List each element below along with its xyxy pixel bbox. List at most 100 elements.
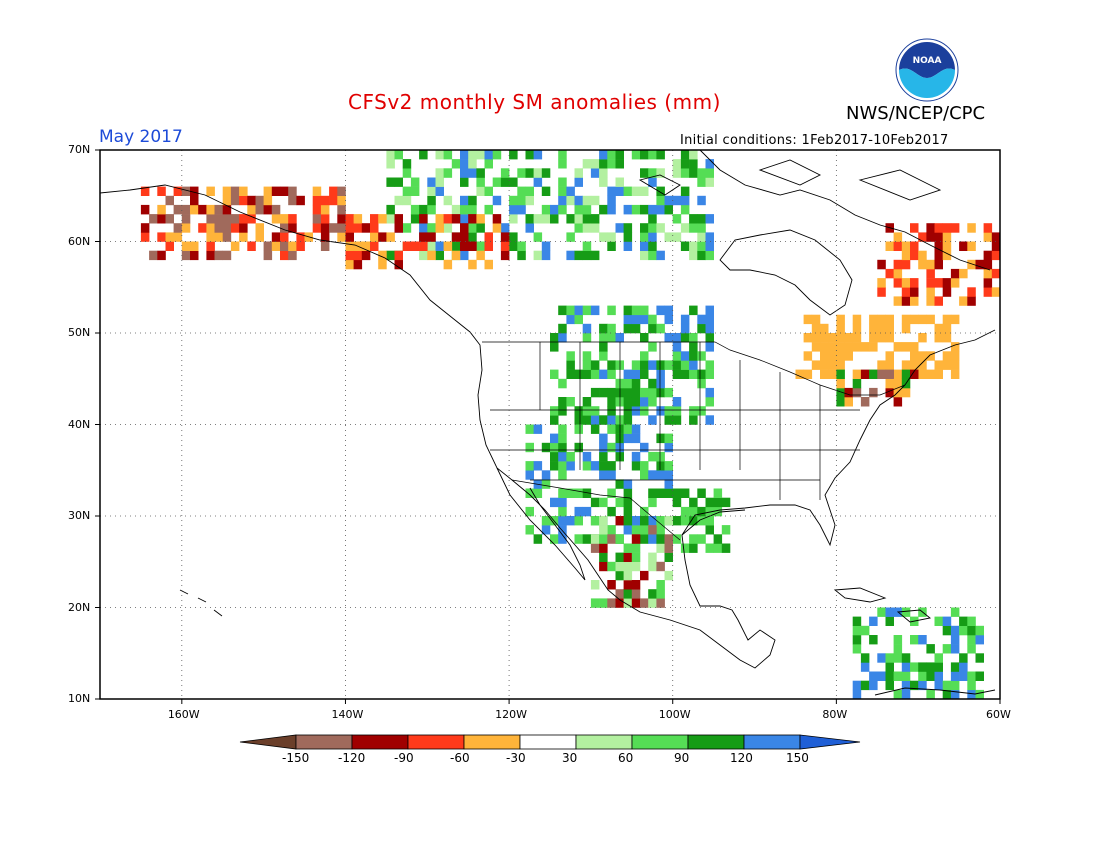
anomaly-cell — [607, 470, 616, 480]
anomaly-cell — [378, 259, 387, 270]
anomaly-cell — [901, 323, 911, 334]
us-canada-border — [482, 341, 906, 396]
anomaly-cell — [983, 232, 993, 242]
anomaly-cell — [697, 323, 706, 334]
anomaly-cell — [599, 552, 608, 562]
anomaly-cell — [926, 296, 935, 306]
anomaly-cell — [975, 259, 984, 270]
colorbar-label: -150 — [282, 751, 310, 765]
anomaly-cell — [640, 305, 649, 316]
anomaly-cell — [337, 186, 346, 196]
anomaly-cell — [803, 314, 813, 325]
colorbar — [239, 734, 861, 750]
anomaly-cell — [967, 287, 976, 297]
anomaly-cell — [378, 214, 387, 224]
anomaly-cell — [885, 360, 894, 370]
anomaly-cell — [983, 223, 993, 233]
anomaly-cell — [574, 223, 583, 233]
anomaly-cell — [991, 232, 1001, 242]
anomaly-cell — [599, 168, 608, 178]
anomaly-cell — [410, 177, 420, 187]
anomaly-cell — [345, 232, 354, 242]
anomaly-cell — [640, 461, 649, 471]
anomaly-cell — [566, 451, 575, 462]
anomaly-cell — [190, 250, 199, 261]
anomaly-cell — [427, 186, 436, 196]
anomaly-cell — [803, 333, 813, 343]
anomaly-cell — [672, 497, 682, 508]
anomaly-cell — [296, 232, 305, 242]
anomaly-cell — [558, 323, 567, 334]
anomaly-cell — [541, 516, 551, 526]
anomaly-cell — [320, 241, 330, 251]
anomaly-cell — [910, 250, 919, 261]
anomaly-cell — [460, 214, 469, 224]
anomaly-cell — [533, 461, 543, 471]
anomaly-cell — [558, 333, 567, 343]
anomaly-cell — [942, 232, 952, 242]
anomaly-cell — [869, 314, 878, 325]
anomaly-cell — [631, 378, 641, 389]
coastline-hudson-bay — [719, 229, 853, 316]
anomaly-cell — [460, 177, 469, 187]
anomaly-cell — [680, 360, 690, 370]
anomaly-cell — [648, 378, 657, 389]
anomaly-cell — [656, 451, 665, 462]
anomaly-cell — [664, 204, 673, 215]
anomaly-cell — [599, 159, 608, 169]
anomaly-cell — [967, 259, 976, 270]
anomaly-cell — [648, 451, 657, 462]
anomaly-cell — [198, 204, 207, 215]
anomaly-cell — [263, 250, 273, 261]
anomaly-cell — [648, 223, 657, 233]
anomaly-cell — [885, 241, 894, 251]
anomaly-cell — [558, 525, 567, 535]
anomaly-cell — [590, 250, 600, 261]
anomaly-cell — [280, 223, 289, 233]
anomaly-cell — [427, 223, 436, 233]
anomaly-cell — [435, 214, 444, 224]
anomaly-cell — [615, 570, 624, 581]
anomaly-cell — [533, 250, 543, 261]
anomaly-cell — [926, 369, 935, 379]
anomaly-cell — [517, 241, 526, 251]
anomaly-cell — [697, 214, 706, 224]
anomaly-cell — [484, 259, 493, 270]
anomaly-cell — [640, 186, 649, 196]
anomaly-cell — [558, 378, 567, 389]
anomaly-cell — [590, 168, 600, 178]
anomaly-cell — [934, 259, 943, 270]
anomaly-cell — [615, 479, 624, 489]
anomaly-cell — [926, 223, 935, 233]
coastline-baja — [496, 467, 586, 581]
anomaly-cell — [582, 360, 592, 370]
anomaly-cell — [967, 644, 976, 654]
anomaly-cell — [623, 525, 633, 535]
anomaly-cell — [672, 406, 682, 416]
anomaly-cell — [533, 150, 543, 160]
anomaly-cell — [631, 598, 641, 608]
anomaly-cell — [566, 214, 575, 224]
anomaly-cell — [672, 232, 682, 242]
anomaly-cell — [623, 397, 633, 407]
anomaly-cell — [541, 525, 551, 535]
anomaly-cell — [901, 259, 911, 270]
coastline-arctic — [699, 149, 991, 271]
anomaly-cell — [852, 342, 862, 352]
anomaly-cell — [959, 671, 968, 681]
anomaly-cell — [640, 241, 649, 251]
anomaly-cell — [492, 150, 502, 160]
anomaly-cell — [288, 214, 297, 224]
anomaly-cell — [852, 378, 862, 389]
anomaly-cell — [975, 653, 984, 663]
anomaly-cell — [566, 195, 575, 206]
lat-tick-label: 70N — [68, 143, 91, 156]
colorbar-box — [687, 734, 745, 750]
anomaly-cell — [525, 168, 534, 178]
anomaly-cell — [893, 232, 903, 242]
anomaly-cell — [615, 552, 624, 562]
anomaly-cell — [721, 497, 731, 508]
anomaly-cell — [664, 479, 673, 489]
anomaly-cell — [713, 506, 723, 517]
anomaly-cell — [230, 195, 240, 206]
